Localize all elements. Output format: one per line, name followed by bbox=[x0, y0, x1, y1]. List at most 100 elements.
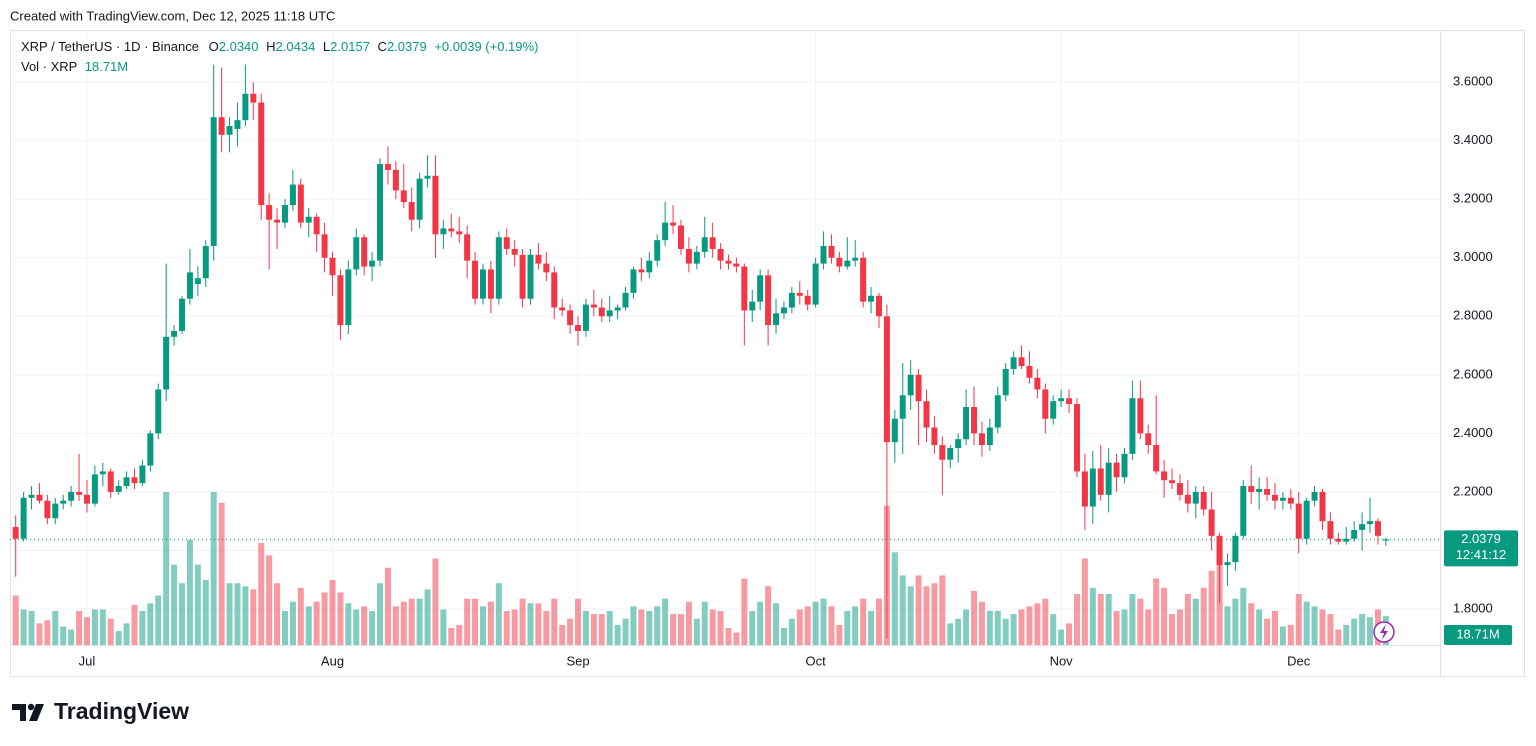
volume-bar bbox=[852, 606, 859, 645]
volume-bar bbox=[1050, 614, 1057, 645]
volume-bar bbox=[575, 598, 582, 645]
volume-bar bbox=[345, 603, 352, 645]
volume-bar bbox=[1240, 587, 1247, 645]
candle-body bbox=[511, 248, 518, 255]
volume-bar bbox=[1002, 618, 1009, 645]
candle-body bbox=[1010, 357, 1017, 369]
close-key: C bbox=[378, 39, 387, 54]
candle-body bbox=[416, 178, 423, 220]
candle-body bbox=[194, 278, 201, 285]
candle-body bbox=[662, 222, 669, 241]
open-key: O bbox=[209, 39, 219, 54]
candle-body bbox=[575, 325, 582, 331]
volume-bar bbox=[472, 598, 479, 645]
candle-body bbox=[582, 304, 589, 331]
candle-body bbox=[923, 401, 930, 428]
volume-bar bbox=[1319, 609, 1326, 645]
candle-body bbox=[804, 295, 811, 305]
volume-bar bbox=[1042, 598, 1049, 645]
candle-body bbox=[567, 310, 574, 326]
candle-body bbox=[891, 418, 898, 443]
volume-tag bbox=[1444, 625, 1512, 645]
volume-bar bbox=[788, 618, 795, 645]
volume-bar bbox=[147, 603, 154, 645]
candle-body bbox=[741, 266, 748, 311]
candle-body bbox=[733, 263, 740, 267]
x-tick-label: Jul bbox=[79, 653, 96, 668]
volume-bar bbox=[210, 492, 217, 645]
volume-bar bbox=[606, 611, 613, 645]
candle-body bbox=[931, 427, 938, 446]
x-tick-label: Nov bbox=[1050, 653, 1074, 668]
volume-bar bbox=[384, 567, 391, 645]
candle-body bbox=[646, 260, 653, 273]
candle-body bbox=[1137, 398, 1144, 434]
volume-bar bbox=[931, 583, 938, 645]
volume-bar bbox=[1367, 617, 1374, 645]
volume-bar bbox=[250, 589, 257, 645]
candle-body bbox=[28, 494, 35, 498]
candle-body bbox=[1097, 468, 1104, 495]
x-tick-label: Dec bbox=[1287, 653, 1311, 668]
candle-body bbox=[1058, 398, 1065, 402]
volume-bar bbox=[828, 606, 835, 645]
volume-bar bbox=[725, 628, 732, 645]
candle-body bbox=[654, 240, 661, 261]
volume-bar bbox=[733, 632, 740, 645]
candle-body bbox=[701, 237, 708, 252]
candle-body bbox=[274, 219, 281, 223]
volume-bar bbox=[693, 618, 700, 645]
candle-body bbox=[186, 272, 193, 299]
candle-body bbox=[1050, 401, 1057, 419]
volume-bar bbox=[242, 586, 249, 645]
x-tick-label: Oct bbox=[806, 653, 827, 668]
candle-body bbox=[630, 269, 637, 293]
volume-bar bbox=[464, 598, 471, 645]
volume-bar bbox=[281, 611, 288, 645]
volume-bar bbox=[392, 606, 399, 645]
candle-body bbox=[1042, 389, 1049, 419]
volume-key: Vol · XRP bbox=[21, 59, 77, 74]
candle-body bbox=[939, 445, 946, 460]
candle-body bbox=[1271, 494, 1278, 501]
volume-bar bbox=[630, 606, 637, 645]
volume-bar bbox=[915, 575, 922, 645]
candle-body bbox=[99, 471, 106, 475]
volume-bar bbox=[1010, 614, 1017, 645]
candle-body bbox=[44, 500, 51, 519]
volume-bar bbox=[123, 623, 130, 645]
volume-bar bbox=[1026, 606, 1033, 645]
volume-bar bbox=[28, 611, 35, 645]
legend-line: XRP / TetherUS · 1D · Binance O2.0340 H2… bbox=[21, 39, 538, 54]
volume-bar bbox=[662, 598, 669, 645]
candle-body bbox=[472, 260, 479, 299]
volume-bar bbox=[559, 624, 566, 645]
volume-bar bbox=[654, 606, 661, 645]
volume-bar bbox=[361, 606, 368, 645]
volume-bar bbox=[551, 598, 558, 645]
volume-bar bbox=[432, 558, 439, 645]
candle-body bbox=[448, 228, 455, 232]
candle-body bbox=[432, 175, 439, 235]
change-value: +0.0039 (+0.19%) bbox=[434, 39, 538, 54]
candle-body bbox=[1264, 488, 1271, 495]
volume-bar bbox=[305, 606, 312, 645]
candle-body bbox=[226, 126, 233, 135]
candle-body bbox=[1367, 521, 1374, 525]
alert-icon[interactable] bbox=[1373, 621, 1395, 643]
volume-bar bbox=[598, 614, 605, 645]
candle-body bbox=[780, 307, 787, 314]
volume-bar bbox=[1351, 618, 1358, 645]
candle-body bbox=[749, 301, 756, 311]
volume-bar bbox=[749, 611, 756, 645]
volume-bar bbox=[139, 611, 146, 645]
candle-body bbox=[551, 272, 558, 308]
candle-body bbox=[479, 269, 486, 299]
volume-bar bbox=[868, 611, 875, 645]
candle-body bbox=[52, 503, 59, 519]
volume-bar bbox=[622, 618, 629, 645]
volume-bar bbox=[234, 583, 241, 645]
volume-bar bbox=[955, 618, 962, 645]
candle-body bbox=[1176, 483, 1183, 495]
